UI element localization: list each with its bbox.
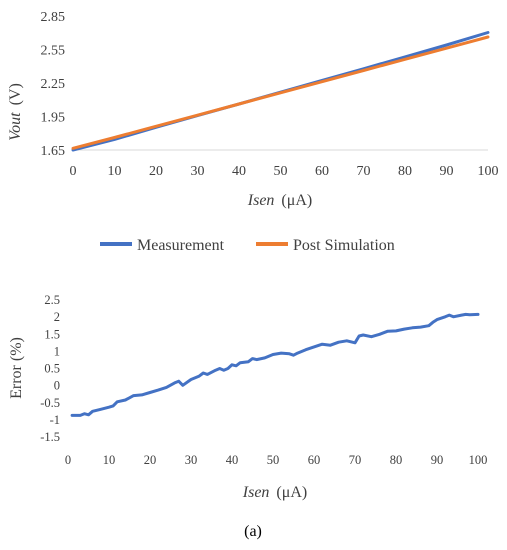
c2-x-tick-label: 100 [469, 453, 488, 467]
c2-x-tick-label: 50 [267, 453, 280, 467]
c2-x-tick-label: 90 [431, 453, 444, 467]
error-y-tick-labels: -1.5 -1 -0.5 0 0.5 1 1.5 2 2.5 [40, 293, 60, 444]
c2-x-tick-label: 80 [390, 453, 403, 467]
vout-x-axis-label-unit: (μA) [281, 192, 312, 209]
vout-series [71, 31, 490, 152]
c1-x-tick-label: 80 [398, 164, 412, 179]
c2-y-tick-label: 2.5 [44, 293, 60, 307]
c2-x-tick-label: 20 [144, 453, 157, 467]
c2-x-tick-label: 10 [103, 453, 116, 467]
vout-y-axis-label: Vout (V) [7, 83, 24, 141]
c2-x-tick-label: 0 [65, 453, 71, 467]
vout-y-axis-label-unit: (V) [7, 83, 24, 105]
vout-chart: 1.65 1.95 2.25 2.55 2.85 0 10 20 30 40 50 60 70 80 90… [7, 10, 499, 254]
c1-x-tick-label: 50 [274, 164, 288, 179]
c2-y-tick-label: 1 [54, 344, 60, 358]
c1-x-tick-label: 100 [478, 164, 499, 179]
c2-x-tick-label: 70 [349, 453, 362, 467]
c1-series-line-1 [71, 35, 490, 150]
c2-y-tick-label: -1.5 [40, 430, 60, 444]
c1-y-tick-label: 2.25 [41, 77, 66, 92]
vout-x-axis-label-var: Isen [247, 192, 275, 209]
error-x-axis-label-unit: (μA) [276, 484, 307, 501]
c1-x-tick-label: 60 [315, 164, 329, 179]
c2-y-tick-label: 0 [54, 379, 60, 393]
legend-label-post-simulation: Post Simulation [293, 237, 395, 254]
c1-x-tick-label: 20 [149, 164, 163, 179]
c2-x-tick-label: 30 [185, 453, 198, 467]
legend-label-measurement: Measurement [137, 237, 225, 254]
c1-y-tick-label: 1.65 [41, 144, 66, 159]
vout-y-axis-label-var: Vout [7, 112, 24, 141]
c1-x-tick-label: 30 [191, 164, 205, 179]
c1-x-tick-label: 0 [70, 164, 77, 179]
error-y-axis-label: Error (%) [8, 337, 25, 399]
c2-x-tick-label: 60 [308, 453, 321, 467]
c1-y-tick-label: 1.95 [41, 111, 66, 126]
c1-x-tick-label: 40 [232, 164, 246, 179]
c2-y-tick-label: 0.5 [44, 362, 60, 376]
c1-x-tick-label: 70 [357, 164, 371, 179]
vout-y-tick-labels: 1.65 1.95 2.25 2.55 2.85 [41, 10, 66, 159]
error-x-axis-label: Isen (μA) [242, 484, 307, 501]
vout-x-axis-label: Isen (μA) [247, 192, 312, 209]
c2-x-tick-label: 40 [226, 453, 239, 467]
c1-y-tick-label: 2.55 [41, 44, 66, 59]
error-x-axis-label-var: Isen [242, 484, 270, 501]
vout-x-tick-labels: 0 10 20 30 40 50 60 70 80 90 100 [70, 164, 499, 179]
error-x-tick-labels: 0 10 20 30 40 50 60 70 80 90 100 [65, 453, 488, 467]
legend: Measurement Post Simulation [100, 237, 395, 254]
c1-y-tick-label: 2.85 [41, 10, 66, 25]
c2-series-line-0 [70, 312, 480, 417]
c2-y-tick-label: 2 [54, 310, 60, 324]
c2-y-tick-label: 1.5 [44, 327, 60, 341]
c1-x-tick-label: 10 [108, 164, 122, 179]
error-series [70, 312, 480, 417]
c2-y-tick-label: -1 [50, 413, 60, 427]
c2-y-tick-label: -0.5 [40, 396, 60, 410]
error-chart: -1.5 -1 -0.5 0 0.5 1 1.5 2 2.5 0 10 20 30 40 50 60 70 80… [8, 293, 487, 501]
figure-caption: (a) [244, 523, 262, 540]
c1-x-tick-label: 90 [440, 164, 454, 179]
